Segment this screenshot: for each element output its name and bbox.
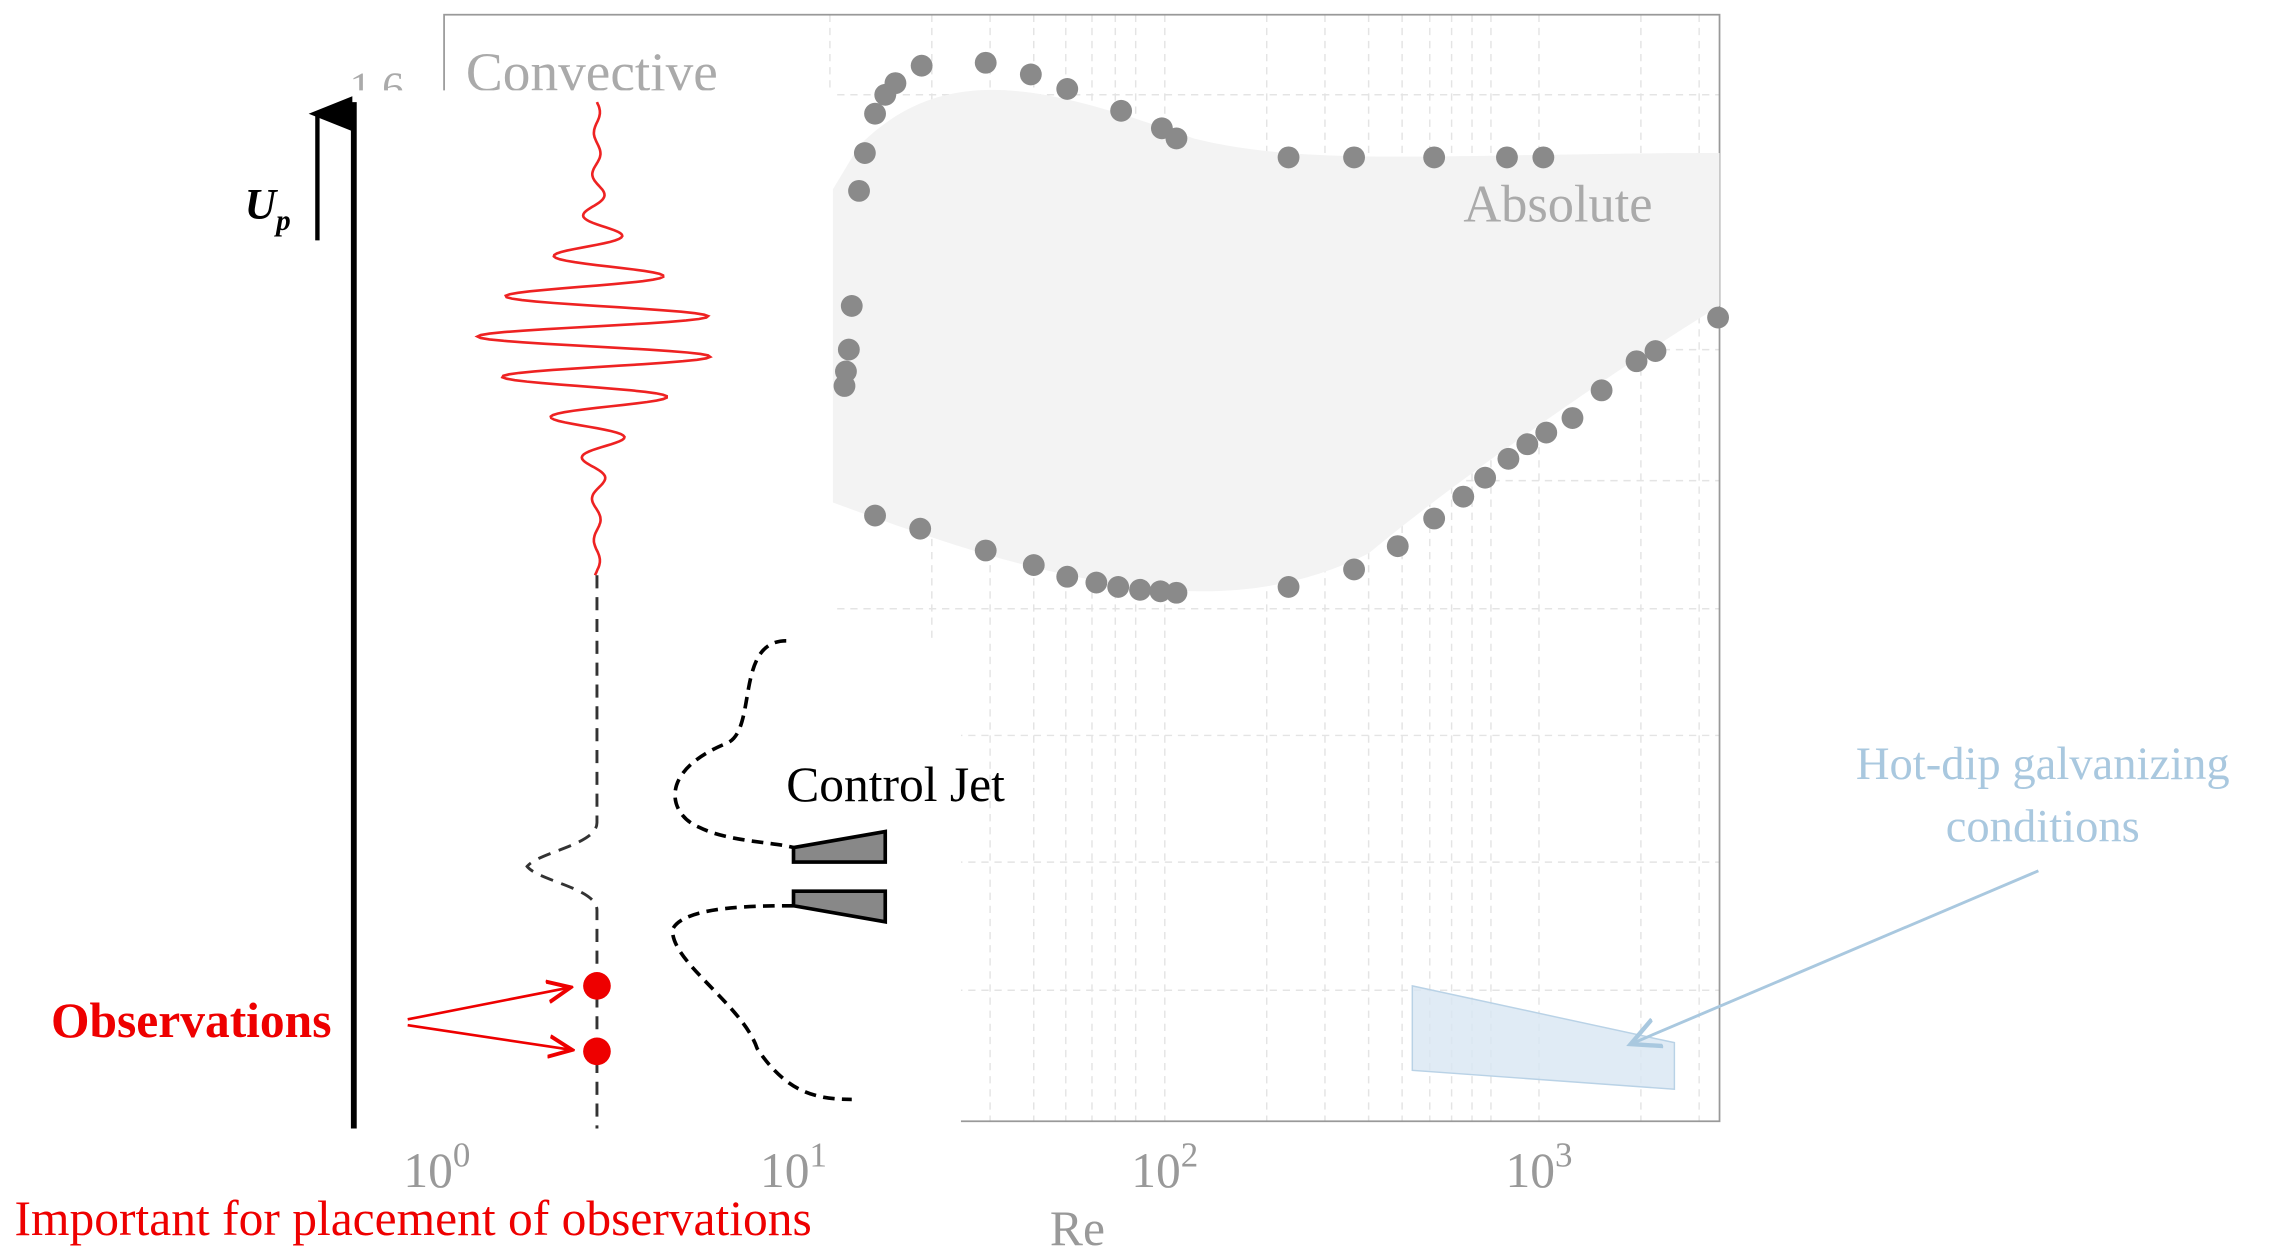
- dot: [1343, 146, 1365, 169]
- x-tick-label: 101: [760, 1135, 827, 1197]
- dot: [1165, 581, 1188, 604]
- dot: [848, 179, 870, 202]
- film-profile: [525, 575, 599, 1129]
- arrow: [407, 1023, 573, 1050]
- dots: [833, 51, 1729, 604]
- dot: [1129, 578, 1151, 601]
- observation-point: [583, 972, 611, 1000]
- dot: [1107, 575, 1130, 598]
- x-tick-label: 100: [403, 1135, 470, 1197]
- dot: [1149, 580, 1172, 603]
- dot: [1110, 99, 1133, 122]
- dot: [910, 54, 933, 77]
- dot: [864, 504, 886, 527]
- galvanizing-region: [1411, 984, 1676, 1091]
- velocity-label: Up: [245, 181, 291, 238]
- dot: [1343, 558, 1365, 581]
- dot: [1644, 340, 1667, 362]
- observation-point: [583, 1037, 611, 1066]
- dot: [1561, 407, 1584, 429]
- x-axis-label: Re: [1050, 1201, 1105, 1251]
- dot: [909, 517, 932, 540]
- dot: [840, 294, 863, 317]
- wave-packet: [474, 101, 713, 576]
- dot: [833, 375, 856, 397]
- dot: [1022, 554, 1045, 576]
- x-tick-label: 103: [1506, 1135, 1573, 1197]
- dot: [1277, 146, 1300, 169]
- dot: [1516, 433, 1539, 456]
- x-ticks: 100 101 102 103: [403, 1135, 1572, 1197]
- dot: [837, 338, 860, 361]
- tick-exponent: 3: [1555, 1135, 1572, 1174]
- tick-exponent: 2: [1181, 1135, 1198, 1174]
- dot: [1535, 421, 1558, 444]
- dot: [1277, 575, 1300, 598]
- tick-base: 10: [1506, 1143, 1555, 1198]
- absolute-region: [832, 89, 1720, 592]
- dot: [1497, 447, 1520, 470]
- velocity-subscript: p: [273, 205, 291, 237]
- jet-profile: [673, 638, 794, 850]
- dot: [1707, 306, 1729, 329]
- galvanizing-label: conditions: [1946, 801, 2140, 853]
- tick-exponent: 0: [453, 1135, 470, 1174]
- dot: [1532, 146, 1555, 169]
- control-jet-label: Control Jet: [786, 757, 1005, 812]
- arrow: [407, 987, 571, 1021]
- dot: [1019, 63, 1042, 86]
- dot: [1474, 466, 1497, 489]
- dot: [1056, 78, 1079, 100]
- dot: [864, 102, 886, 125]
- dot: [1625, 350, 1648, 373]
- tick-exponent: 1: [810, 1135, 827, 1174]
- dot: [1423, 507, 1446, 530]
- dot: [974, 51, 997, 74]
- dot: [974, 539, 997, 562]
- region-label: Absolute: [1463, 175, 1652, 233]
- observations-label: Observations: [51, 993, 332, 1048]
- dot: [1423, 146, 1446, 169]
- dot: [1386, 535, 1409, 558]
- dot: [1452, 485, 1475, 508]
- nozzle: [791, 829, 888, 864]
- tick-base: 10: [403, 1143, 453, 1198]
- dot: [1590, 379, 1613, 402]
- dot: [1496, 146, 1518, 169]
- dot: [853, 142, 876, 164]
- velocity: U: [245, 181, 279, 229]
- placement-note: Important for placement of observations: [15, 1191, 812, 1246]
- dot: [1056, 565, 1079, 588]
- x-tick-label: 102: [1131, 1135, 1198, 1197]
- arrow: [1631, 869, 2039, 1044]
- tick-base: 10: [760, 1143, 810, 1198]
- jet-profile: [670, 903, 852, 1102]
- nozzle: [791, 889, 888, 924]
- dot: [1085, 571, 1108, 594]
- dot: [874, 83, 897, 106]
- tick-base: 10: [1131, 1143, 1181, 1198]
- dot: [1165, 127, 1188, 150]
- galvanizing-label: Hot-dip galvanizing: [1856, 738, 2230, 790]
